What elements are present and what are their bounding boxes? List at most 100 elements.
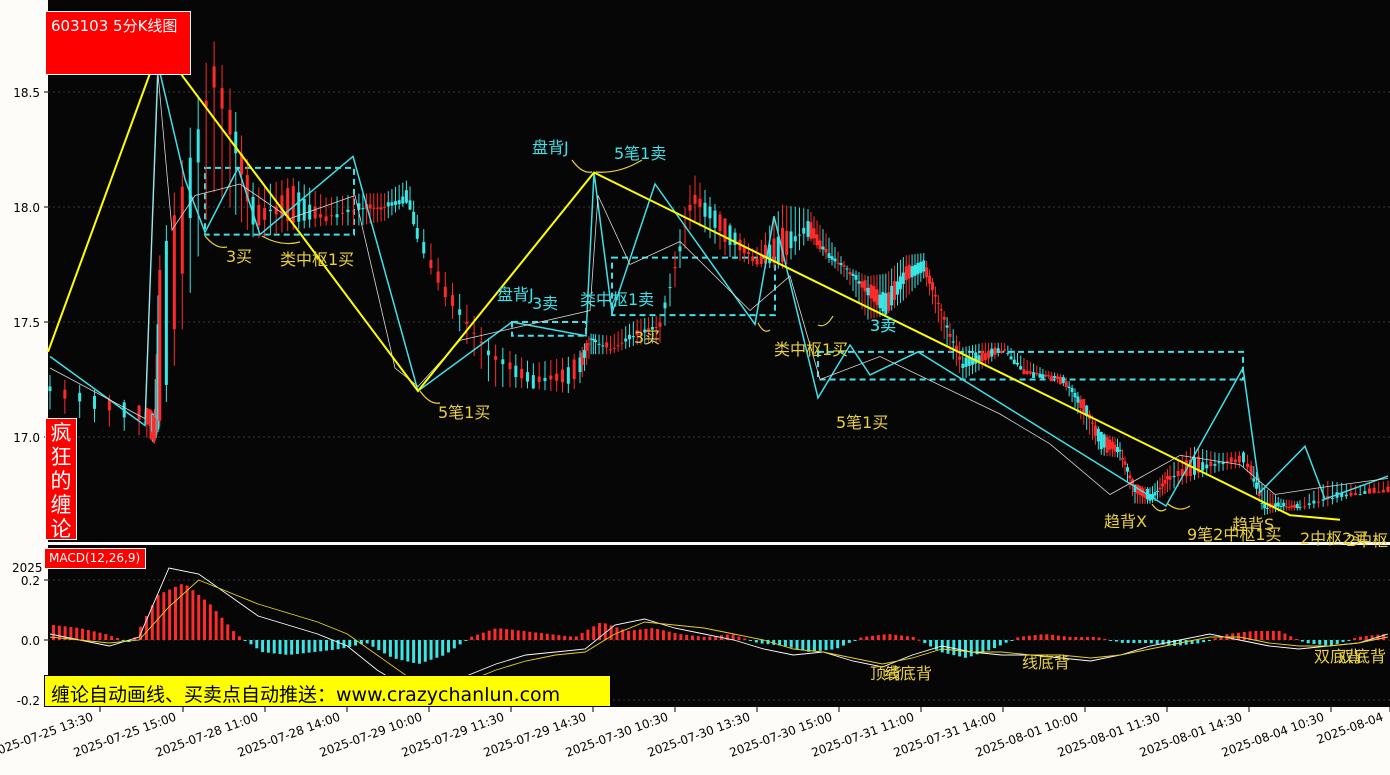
candle-body xyxy=(1003,349,1007,351)
candle-body xyxy=(1096,428,1100,442)
macd-bar xyxy=(272,640,276,654)
macd-bar xyxy=(290,640,294,655)
macd-bar xyxy=(144,615,148,640)
candle-body xyxy=(1016,362,1019,365)
candle-body xyxy=(451,295,454,306)
candle-body xyxy=(543,377,547,382)
candle-body xyxy=(821,246,825,250)
candle-body xyxy=(351,210,355,212)
candle-body xyxy=(1229,457,1233,463)
candle-body xyxy=(845,268,849,270)
macd-bar xyxy=(325,640,329,651)
macd-bar xyxy=(81,628,85,640)
candle-body xyxy=(896,281,899,295)
zhongshu-box xyxy=(204,166,355,236)
macd-bar xyxy=(115,638,119,640)
chart-title: 603103 5分K线图 xyxy=(45,11,191,75)
candle-body xyxy=(1121,458,1124,460)
candle-body xyxy=(1133,484,1137,492)
candle-body xyxy=(458,309,462,315)
candle-body xyxy=(605,342,609,348)
candle-body xyxy=(1263,503,1267,509)
macd-bar xyxy=(696,636,700,640)
dea-line xyxy=(49,579,1389,686)
candle-body xyxy=(1166,476,1169,480)
macd-bar xyxy=(162,592,166,640)
candle-body xyxy=(678,246,682,252)
dif-line xyxy=(49,567,1389,689)
candle-body xyxy=(308,204,312,220)
candle-body xyxy=(922,260,926,272)
macd-bar xyxy=(1144,640,1148,643)
macd-bar xyxy=(1283,633,1287,640)
candle-body xyxy=(1344,494,1348,497)
candle-body xyxy=(793,236,797,242)
macd-bar xyxy=(917,639,921,641)
macd-bar xyxy=(1347,640,1351,641)
candle-body xyxy=(188,157,192,219)
macd-bar xyxy=(836,640,840,649)
candle-body xyxy=(379,207,383,210)
candle-body xyxy=(1209,461,1213,467)
candle-body xyxy=(324,216,328,222)
macd-bar xyxy=(993,640,997,649)
macd-bar xyxy=(656,628,660,640)
macd-bar xyxy=(1149,640,1153,644)
macd-bar xyxy=(859,637,863,640)
candle-body xyxy=(372,207,376,209)
signal-arrow xyxy=(817,315,834,327)
candle-body xyxy=(404,190,408,203)
candle-body xyxy=(1372,487,1376,494)
candle-body xyxy=(335,214,339,218)
candle-body xyxy=(152,416,156,434)
candle-body xyxy=(759,255,763,264)
candle-body xyxy=(1070,387,1074,392)
macd-bar xyxy=(179,584,183,640)
macd-bar xyxy=(911,636,915,640)
candle-body xyxy=(1108,439,1112,450)
candle-body xyxy=(443,286,447,298)
macd-bar xyxy=(481,632,485,640)
candle-body xyxy=(501,359,505,365)
candle-body xyxy=(948,333,952,337)
candle-body xyxy=(1172,476,1176,478)
candle-body xyxy=(1221,462,1225,464)
signal-label: 9笔2中枢1买 xyxy=(1187,525,1282,544)
macd-bar xyxy=(1324,640,1328,646)
macd-bar xyxy=(1219,636,1223,640)
macd-bar xyxy=(923,640,927,644)
signal-label: 盘背J xyxy=(532,138,569,157)
macd-bar xyxy=(301,640,305,654)
candle-body xyxy=(549,375,553,380)
candle-body xyxy=(863,280,867,292)
macd-bar xyxy=(371,640,375,647)
macd-bar xyxy=(266,640,270,653)
candle-body xyxy=(390,202,394,206)
candle-body xyxy=(827,253,831,258)
brand-char: 疯 xyxy=(50,421,72,445)
macd-bar xyxy=(603,623,607,640)
macd-bar xyxy=(615,627,619,640)
macd-bar xyxy=(1329,640,1333,646)
candle-body xyxy=(624,338,628,342)
candle-body xyxy=(776,236,780,263)
macd-bar xyxy=(57,625,61,640)
candle-body xyxy=(901,272,905,284)
promo-banner[interactable]: 缠论自动画线、买卖点自动推送：www.crazychanlun.com xyxy=(44,675,611,707)
macd-bar xyxy=(417,640,421,664)
candle-body xyxy=(639,333,643,335)
candle-body xyxy=(907,264,911,279)
candle-body xyxy=(857,281,861,284)
macd-bar xyxy=(1370,635,1374,640)
candle-body xyxy=(1025,370,1029,374)
candle-body xyxy=(436,271,440,283)
candle-body xyxy=(628,334,632,340)
macd-bar xyxy=(551,634,555,640)
candle-body xyxy=(1317,501,1321,503)
macd-bar xyxy=(1353,638,1357,640)
candle-body xyxy=(63,389,67,399)
macd-bar xyxy=(661,630,665,640)
